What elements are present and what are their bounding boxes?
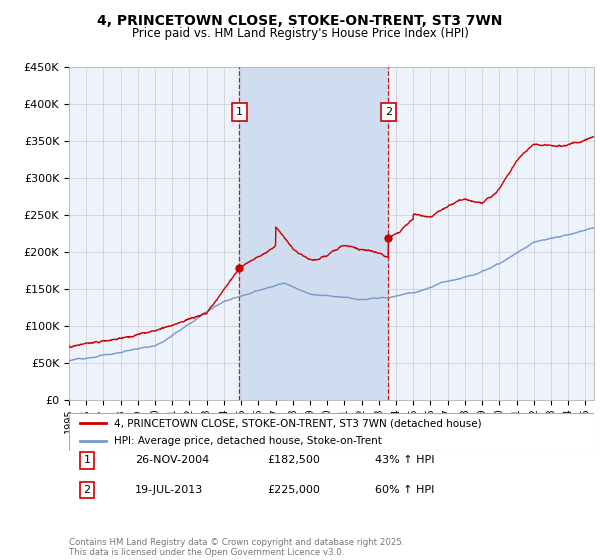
Text: 60% ↑ HPI: 60% ↑ HPI — [375, 485, 434, 495]
Bar — [239, 67, 388, 400]
Text: 26-NOV-2004: 26-NOV-2004 — [135, 455, 209, 465]
Text: 4, PRINCETOWN CLOSE, STOKE-ON-TRENT, ST3 7WN: 4, PRINCETOWN CLOSE, STOKE-ON-TRENT, ST3… — [97, 14, 503, 28]
Text: £182,500: £182,500 — [267, 455, 320, 465]
Text: 4, PRINCETOWN CLOSE, STOKE-ON-TRENT, ST3 7WN (detached house): 4, PRINCETOWN CLOSE, STOKE-ON-TRENT, ST3… — [113, 418, 481, 428]
Text: 2: 2 — [385, 106, 392, 116]
Text: Price paid vs. HM Land Registry's House Price Index (HPI): Price paid vs. HM Land Registry's House … — [131, 27, 469, 40]
Text: 1: 1 — [236, 106, 243, 116]
Text: 1: 1 — [83, 455, 91, 465]
Text: 19-JUL-2013: 19-JUL-2013 — [135, 485, 203, 495]
Text: HPI: Average price, detached house, Stoke-on-Trent: HPI: Average price, detached house, Stok… — [113, 436, 382, 446]
Text: £225,000: £225,000 — [267, 485, 320, 495]
Text: Contains HM Land Registry data © Crown copyright and database right 2025.
This d: Contains HM Land Registry data © Crown c… — [69, 538, 404, 557]
Text: 43% ↑ HPI: 43% ↑ HPI — [375, 455, 434, 465]
Text: 2: 2 — [83, 485, 91, 495]
